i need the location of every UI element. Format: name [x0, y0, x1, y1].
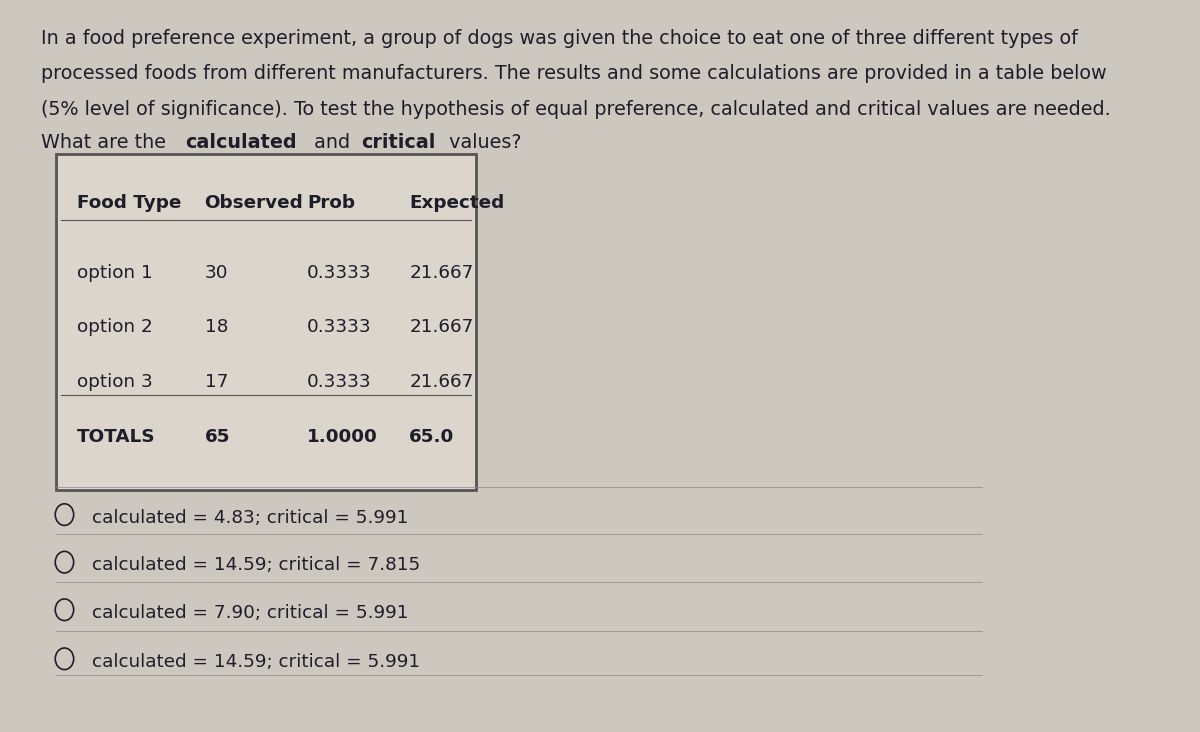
Text: 0.3333: 0.3333 [307, 264, 372, 282]
Text: 65: 65 [205, 428, 230, 447]
Text: 21.667: 21.667 [409, 264, 474, 282]
Text: values?: values? [443, 133, 521, 152]
Text: 21.667: 21.667 [409, 318, 474, 337]
Text: Prob: Prob [307, 194, 355, 212]
FancyBboxPatch shape [56, 154, 475, 490]
Text: Observed: Observed [205, 194, 304, 212]
Text: calculated = 4.83; critical = 5.991: calculated = 4.83; critical = 5.991 [92, 509, 408, 527]
Text: calculated = 14.59; critical = 7.815: calculated = 14.59; critical = 7.815 [92, 556, 420, 575]
Text: What are the: What are the [41, 133, 172, 152]
Text: processed foods from different manufacturers. The results and some calculations : processed foods from different manufactu… [41, 64, 1106, 83]
Text: 1.0000: 1.0000 [307, 428, 378, 447]
FancyBboxPatch shape [0, 0, 1024, 732]
Text: 17: 17 [205, 373, 228, 392]
Text: In a food preference experiment, a group of dogs was given the choice to eat one: In a food preference experiment, a group… [41, 29, 1078, 48]
Text: calculated: calculated [185, 133, 296, 152]
Text: TOTALS: TOTALS [77, 428, 155, 447]
Text: 30: 30 [205, 264, 228, 282]
Text: option 2: option 2 [77, 318, 152, 337]
Text: (5% level of significance). To test the hypothesis of equal preference, calculat: (5% level of significance). To test the … [41, 100, 1111, 119]
Text: option 3: option 3 [77, 373, 152, 392]
Text: calculated = 7.90; critical = 5.991: calculated = 7.90; critical = 5.991 [92, 604, 408, 622]
Text: 18: 18 [205, 318, 228, 337]
Text: Expected: Expected [409, 194, 504, 212]
Text: and: and [308, 133, 356, 152]
Text: calculated = 14.59; critical = 5.991: calculated = 14.59; critical = 5.991 [92, 653, 420, 671]
Text: 65.0: 65.0 [409, 428, 455, 447]
Text: 21.667: 21.667 [409, 373, 474, 392]
Text: option 1: option 1 [77, 264, 152, 282]
Text: Food Type: Food Type [77, 194, 181, 212]
Text: 0.3333: 0.3333 [307, 373, 372, 392]
Text: 0.3333: 0.3333 [307, 318, 372, 337]
Text: critical: critical [361, 133, 436, 152]
